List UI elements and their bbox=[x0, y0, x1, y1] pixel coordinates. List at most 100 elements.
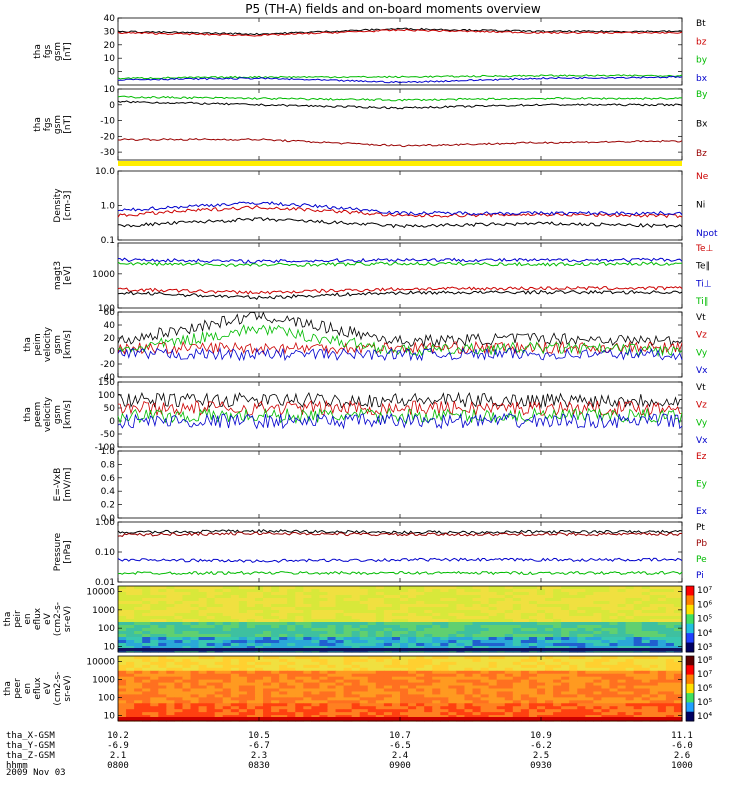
spectrogram-cell bbox=[182, 595, 192, 599]
spectrogram-cell bbox=[359, 598, 369, 602]
spectrogram-cell bbox=[182, 619, 192, 623]
colorbar-label: 10⁵ bbox=[697, 698, 712, 708]
spectrogram-cell bbox=[287, 697, 296, 701]
spectrogram-cell bbox=[504, 667, 514, 672]
spectrogram-cell bbox=[198, 679, 208, 684]
spectrogram-cell bbox=[367, 656, 377, 660]
spectrogram-cell bbox=[520, 616, 530, 620]
spectrogram-cell bbox=[569, 664, 578, 669]
spectrogram-cell bbox=[383, 610, 393, 614]
legend-entry: Ey bbox=[696, 480, 708, 490]
spectrogram-cell bbox=[472, 601, 482, 605]
spectrogram-cell bbox=[657, 622, 667, 626]
spectrogram-cell bbox=[512, 616, 522, 620]
spectrogram-cell bbox=[536, 625, 546, 629]
spectrogram-cell bbox=[577, 604, 586, 608]
spectrogram-cell bbox=[633, 673, 643, 678]
spectrogram-cell bbox=[335, 679, 345, 684]
spectrogram-cell bbox=[593, 676, 603, 681]
spectrogram-cell bbox=[625, 670, 635, 675]
spectrogram-cell bbox=[206, 661, 216, 666]
spectrogram-cell bbox=[311, 673, 321, 678]
spectrogram-cell bbox=[367, 604, 377, 608]
spectrogram-cell bbox=[343, 661, 353, 666]
spectrogram-cell bbox=[520, 586, 530, 590]
spectrogram-cell bbox=[665, 646, 675, 650]
spectrogram-cell bbox=[553, 667, 562, 672]
spectrogram-cell bbox=[673, 592, 683, 596]
spectrogram-cell bbox=[190, 667, 200, 672]
spectrogram-cell bbox=[593, 670, 603, 675]
spectrogram-cell bbox=[287, 700, 296, 704]
spectrogram-cell bbox=[617, 682, 627, 687]
spectrogram-cell bbox=[609, 616, 619, 620]
spectrogram-cell bbox=[561, 715, 570, 719]
spectrogram-cell bbox=[190, 622, 200, 626]
spectrogram-cell bbox=[464, 664, 474, 669]
spectrogram-cell bbox=[246, 646, 256, 650]
spectrogram-cell bbox=[359, 691, 369, 696]
spectrogram-cell bbox=[150, 682, 159, 687]
spectrogram-cell bbox=[520, 703, 530, 707]
spectrogram-cell bbox=[343, 670, 353, 675]
spectrogram-cell bbox=[601, 643, 611, 647]
spectrogram-cell bbox=[206, 685, 216, 690]
spectrogram-cell bbox=[593, 658, 603, 663]
spectrogram-cell bbox=[166, 598, 175, 602]
spectrogram-cell bbox=[118, 661, 127, 666]
spectrogram-cell bbox=[303, 706, 312, 710]
spectrogram-cell bbox=[343, 685, 353, 690]
spectrogram-cell bbox=[271, 715, 280, 719]
spectrogram-cell bbox=[246, 598, 256, 602]
spectrogram-cell bbox=[166, 697, 175, 701]
spectrogram-cell bbox=[351, 640, 361, 644]
spectrogram-cell bbox=[609, 700, 619, 704]
spectrogram-cell bbox=[657, 709, 667, 713]
spectrogram-cell bbox=[657, 586, 667, 590]
spectrogram-cell bbox=[238, 625, 248, 629]
spectrogram-cell bbox=[327, 715, 337, 719]
spectrogram-cell bbox=[432, 679, 441, 684]
spectrogram-cell bbox=[303, 667, 312, 672]
spectrogram-cell bbox=[118, 631, 127, 635]
y-tick-label: 10.0 bbox=[95, 167, 115, 177]
spectrogram-cell bbox=[142, 586, 151, 590]
spectrogram-cell bbox=[641, 637, 651, 641]
spectrogram-cell bbox=[198, 646, 208, 650]
spectrogram-cell bbox=[456, 673, 466, 678]
spectrogram-cell bbox=[593, 613, 603, 617]
spectrogram-cell bbox=[536, 595, 546, 599]
spectrogram-cell bbox=[271, 637, 280, 641]
spectrogram-cell bbox=[512, 658, 522, 663]
spectrogram-cell bbox=[359, 697, 369, 701]
spectrogram-cell bbox=[246, 643, 256, 647]
spectrogram-cell bbox=[214, 664, 224, 669]
spectrogram-cell bbox=[553, 646, 562, 650]
spectrogram-cell bbox=[375, 658, 385, 663]
spectrogram-cell bbox=[545, 700, 554, 704]
spectrogram-cell bbox=[391, 646, 401, 650]
spectrogram-cell bbox=[391, 595, 401, 599]
spectrogram-cell bbox=[263, 712, 272, 716]
spectrogram-cell bbox=[174, 664, 184, 669]
spectrogram-cell bbox=[126, 619, 135, 623]
spectrogram-cell bbox=[222, 619, 232, 623]
spectrogram-cell bbox=[665, 625, 675, 629]
spectrogram-cell bbox=[238, 589, 248, 593]
spectrogram-cell bbox=[520, 709, 530, 713]
spectrogram-cell bbox=[641, 661, 651, 666]
spectrogram-cell bbox=[279, 670, 288, 675]
spectrogram-cell bbox=[657, 715, 667, 719]
spectrogram-cell bbox=[593, 673, 603, 678]
spectrogram-cell bbox=[657, 706, 667, 710]
spectrogram-cell bbox=[512, 604, 522, 608]
spectrogram-cell bbox=[617, 706, 627, 710]
spectrogram-cell bbox=[577, 661, 586, 666]
spectrogram-cell bbox=[456, 691, 466, 696]
spectrogram-cell bbox=[561, 628, 570, 632]
spectrogram-cell bbox=[408, 656, 417, 660]
spectrogram-cell bbox=[383, 619, 393, 623]
spectrogram-cell bbox=[279, 709, 288, 713]
spectrogram-cell bbox=[198, 688, 208, 693]
